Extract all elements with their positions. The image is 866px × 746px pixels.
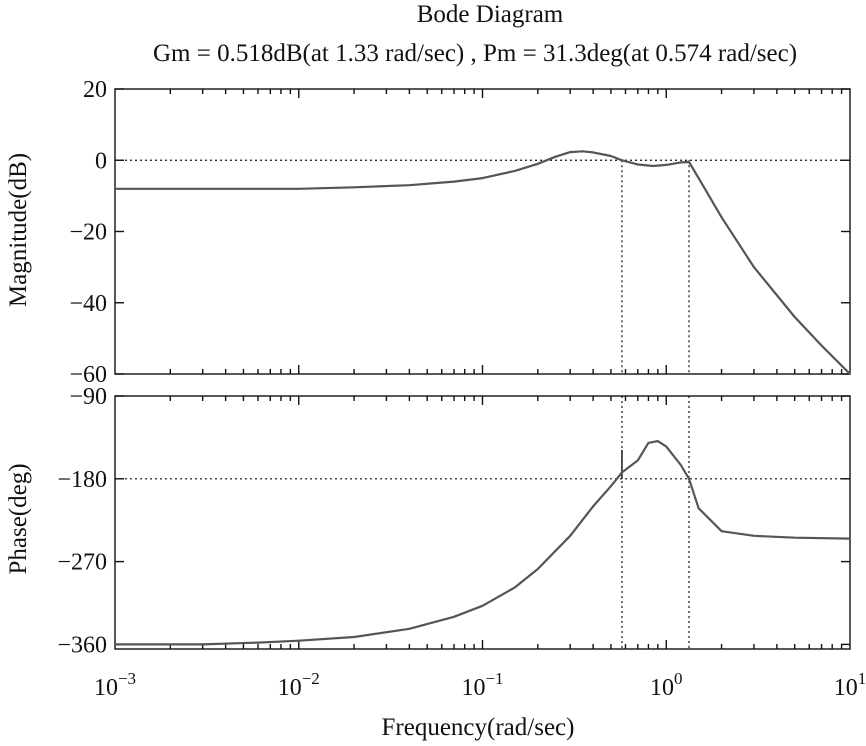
magnitude-y-tick-label: −60 [69, 362, 107, 388]
phase-axis-label: Phase(deg) [5, 463, 32, 574]
x-tick-label: 10−1 [461, 669, 503, 701]
phase-y-tick-label: −270 [57, 550, 107, 576]
magnitude-y-tick-label: 20 [83, 77, 107, 103]
chart-title: Bode Diagram [417, 1, 564, 28]
chart-subtitle: Gm = 0.518dB(at 1.33 rad/sec) , Pm = 31.… [153, 40, 797, 67]
x-tick-label: 10−2 [278, 669, 320, 701]
x-tick-label: 101 [834, 669, 866, 701]
phase-axes-frame [114, 395, 851, 650]
x-tick-labels: 10−3 10−2 10−1 100 101 [94, 669, 866, 701]
magnitude-panel: 20 0 −20 −40 −60 [69, 77, 851, 388]
magnitude-axis-label: Magnitude(dB) [5, 153, 32, 307]
magnitude-curve [115, 150, 851, 375]
x-tick-label: 10−3 [94, 669, 136, 701]
phase-y-tick-label: −90 [69, 384, 107, 410]
magnitude-axes-frame [114, 88, 851, 375]
x-tick-label: 100 [650, 669, 683, 701]
phase-y-tick-label: −360 [57, 632, 107, 658]
magnitude-y-tick-label: 0 [95, 148, 107, 174]
magnitude-y-tick-label: −40 [69, 291, 107, 317]
magnitude-y-tick-label: −20 [69, 220, 107, 246]
x-axis-label: Frequency(rad/sec) [382, 714, 575, 741]
phase-y-tick-label: −180 [57, 467, 107, 493]
phase-panel: −90 −180 −270 −360 [57, 384, 851, 658]
phase-curve [115, 440, 851, 646]
